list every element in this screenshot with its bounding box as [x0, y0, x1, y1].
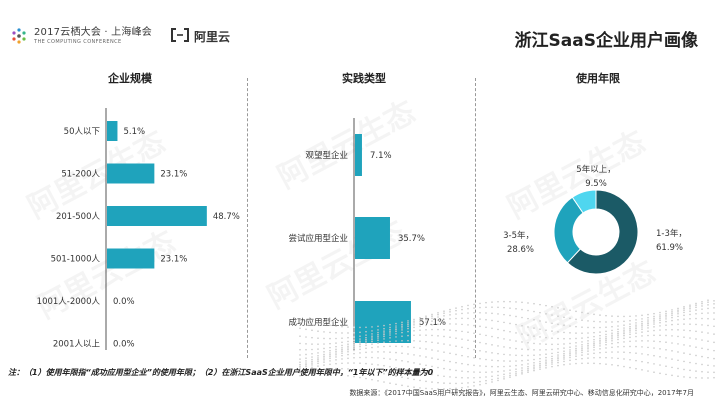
divider-left [247, 78, 248, 358]
page-title: 浙江SaaS企业用户画像 [514, 31, 698, 51]
company-size-tick-label: 51-200人 [61, 170, 100, 180]
footnote: 注：（1）使用年限指“成功应用型企业”的使用年限；（2）在浙江SaaS企业用户使… [8, 368, 434, 377]
company-size-tick-label: 1001人-2000人 [37, 297, 101, 307]
practice-type-tick-label: 尝试应用型企业 [288, 233, 348, 244]
conference-dots-icon [10, 27, 28, 45]
practice-type-value-label: 35.7% [398, 234, 425, 244]
practice-type-value-label: 57.1% [419, 318, 446, 328]
usage-years-category-label: 3-5年， [503, 230, 534, 241]
practice-type-bar [355, 301, 411, 343]
usage-years-slice [566, 189, 639, 275]
conference-logo: 2017云栖大会 · 上海峰会 THE COMPUTING CONFERENCE… [10, 22, 230, 50]
practice-type-bar [355, 217, 390, 259]
aliyun-logo: 阿里云 [170, 27, 230, 46]
practice-type-tick-label: 成功应用型企业 [288, 317, 348, 328]
company-size-bar [107, 248, 155, 269]
conference-name-en: THE COMPUTING CONFERENCE [34, 38, 122, 45]
usage-years-value-label: 61.9% [656, 243, 683, 253]
company-size-tick-label: 201-500人 [56, 212, 101, 222]
company-size-tick-label: 50人以下 [64, 127, 101, 137]
practice-type-tick-label: 观望型企业 [305, 150, 348, 161]
usage-years-value-label: 9.5% [585, 179, 607, 189]
company-size-value-label: 0.0% [113, 297, 135, 307]
usage-years-category-label: 1-3年， [656, 228, 687, 239]
aliyun-bracket-icon [170, 27, 190, 46]
company-size-value-label: 0.0% [113, 340, 135, 350]
company-size-value-label: 23.1% [160, 255, 187, 265]
company-size-bar [107, 206, 207, 226]
company-size-bar [107, 121, 118, 141]
usage-years-value-label: 28.6% [507, 245, 534, 255]
conference-name: 2017云栖大会 · 上海峰会 [34, 26, 152, 38]
usage-years-category-label: 5年以上， [576, 164, 615, 175]
company-size-value-label: 48.7% [213, 212, 240, 222]
practice-type-bar [355, 134, 362, 176]
company-size-bar [107, 163, 155, 184]
chart-title-usage-years: 使用年限 [576, 72, 620, 85]
usage-years-slice [571, 189, 597, 214]
chart-title-practice-type: 实践类型 [342, 72, 386, 85]
data-source: 数据来源：《2017中国SaaS用户研究报告》，阿里云生态、阿里云研究中心、移动… [349, 389, 694, 397]
divider-right [475, 78, 476, 358]
aliyun-brand: 阿里云 [194, 29, 231, 44]
chart-title-company-size: 企业规模 [108, 72, 152, 85]
company-size-tick-label: 2001人以上 [53, 340, 101, 350]
practice-type-value-label: 7.1% [370, 151, 392, 161]
company-size-value-label: 23.1% [160, 170, 187, 180]
company-size-value-label: 5.1% [123, 127, 145, 137]
company-size-tick-label: 501-1000人 [51, 255, 101, 265]
